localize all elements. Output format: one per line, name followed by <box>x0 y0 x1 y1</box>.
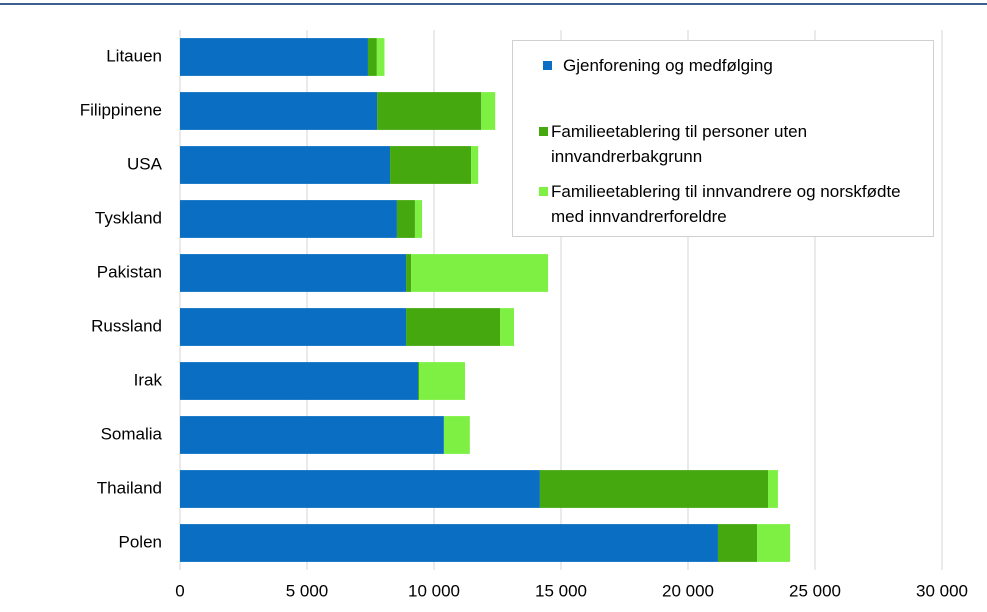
bar-segment <box>180 470 540 508</box>
legend-item: Familieetablering til innvandrere og nor… <box>539 179 926 229</box>
x-tick-label: 5 000 <box>286 581 329 600</box>
bar-segment <box>768 470 778 508</box>
bar-segment <box>396 200 415 238</box>
bar-segment <box>443 416 470 454</box>
legend-label: Gjenforening og medfølging <box>563 56 773 75</box>
y-tick-label: Somalia <box>101 424 163 443</box>
legend: Gjenforening og medfølging Familieetabler… <box>512 40 934 237</box>
bar-segment <box>180 524 718 562</box>
bar-segment <box>367 38 377 76</box>
x-tick-label: 20 000 <box>662 581 714 600</box>
bar-segment <box>500 308 515 346</box>
y-tick-label: Russland <box>91 316 162 335</box>
y-tick-label: Polen <box>119 532 162 551</box>
bar-segment <box>717 524 758 562</box>
bar-segment <box>180 200 397 238</box>
y-tick-label: USA <box>127 154 163 173</box>
y-tick-label: Tyskland <box>95 208 162 227</box>
bar-segment <box>180 362 418 400</box>
bar-segment <box>471 146 479 184</box>
bar-segment <box>180 254 407 292</box>
x-tick-label: 15 000 <box>535 581 587 600</box>
bar-segment <box>377 92 482 130</box>
legend-label: Familieetablering til personer uten innv… <box>551 122 808 166</box>
y-tick-label: Litauen <box>106 46 162 65</box>
legend-item: Familieetablering til personer uten innv… <box>539 119 926 169</box>
bar-segment <box>414 200 423 238</box>
legend-item: Gjenforening og medfølging <box>543 53 938 78</box>
bar-segment <box>481 92 496 130</box>
bar-segment <box>411 254 549 292</box>
bar-segment <box>180 308 407 346</box>
bar-segment <box>180 38 368 76</box>
y-tick-label: Irak <box>134 370 163 389</box>
bar-segment <box>539 470 769 508</box>
y-tick-label: Filippinene <box>80 100 162 119</box>
bar-segment <box>376 38 385 76</box>
bar-segment <box>406 308 501 346</box>
bar-segment <box>390 146 472 184</box>
x-tick-label: 30 000 <box>916 581 968 600</box>
legend-swatch <box>539 187 548 196</box>
bar-segment <box>757 524 791 562</box>
bar-segment <box>180 92 378 130</box>
bar-segment <box>406 254 412 292</box>
x-tick-label: 25 000 <box>789 581 841 600</box>
y-tick-label: Thailand <box>97 478 162 497</box>
bar-segment <box>180 416 444 454</box>
x-tick-label: 0 <box>175 581 184 600</box>
bar-segment <box>180 146 391 184</box>
legend-swatch <box>539 127 548 136</box>
x-tick-label: 10 000 <box>408 581 460 600</box>
bar-segment <box>417 362 420 400</box>
legend-swatch <box>543 61 552 70</box>
legend-label: Familieetablering til innvandrere og nor… <box>551 182 901 226</box>
bar-segment <box>419 362 465 400</box>
y-tick-label: Pakistan <box>97 262 162 281</box>
